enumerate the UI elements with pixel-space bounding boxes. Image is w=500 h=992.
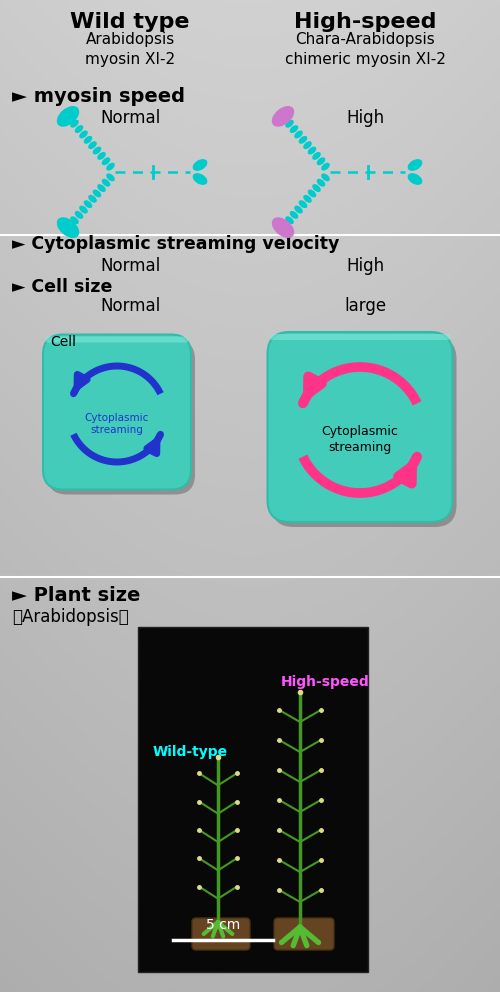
Ellipse shape bbox=[84, 200, 92, 208]
Ellipse shape bbox=[321, 174, 330, 182]
Ellipse shape bbox=[298, 136, 308, 144]
Ellipse shape bbox=[57, 217, 79, 238]
Ellipse shape bbox=[192, 159, 208, 171]
Ellipse shape bbox=[92, 189, 102, 197]
Ellipse shape bbox=[88, 194, 97, 202]
FancyBboxPatch shape bbox=[43, 334, 191, 489]
Ellipse shape bbox=[70, 120, 79, 128]
Text: Cytoplasmic
streaming: Cytoplasmic streaming bbox=[85, 413, 149, 435]
Text: High-speed: High-speed bbox=[280, 675, 370, 689]
Ellipse shape bbox=[97, 152, 106, 160]
FancyBboxPatch shape bbox=[192, 918, 250, 950]
Ellipse shape bbox=[321, 163, 330, 171]
Text: large: large bbox=[344, 297, 386, 315]
Ellipse shape bbox=[285, 120, 294, 128]
Ellipse shape bbox=[316, 179, 326, 186]
Text: High-speed: High-speed bbox=[294, 12, 436, 32]
Text: High: High bbox=[346, 257, 384, 275]
Text: ► Plant size: ► Plant size bbox=[12, 586, 140, 605]
Ellipse shape bbox=[308, 147, 316, 155]
Text: Cell: Cell bbox=[50, 335, 76, 349]
Text: Cytoplasmic
streaming: Cytoplasmic streaming bbox=[322, 426, 398, 454]
Ellipse shape bbox=[303, 141, 312, 149]
FancyBboxPatch shape bbox=[270, 334, 450, 340]
Text: Chara-Arabidopsis
chimeric myosin XI-2: Chara-Arabidopsis chimeric myosin XI-2 bbox=[284, 32, 446, 66]
Ellipse shape bbox=[308, 189, 316, 197]
Ellipse shape bbox=[70, 216, 79, 224]
Ellipse shape bbox=[316, 158, 326, 166]
Text: （Arabidopsis）: （Arabidopsis） bbox=[12, 608, 129, 626]
Ellipse shape bbox=[79, 205, 88, 213]
Text: Wild-type: Wild-type bbox=[152, 745, 228, 759]
Text: 5 cm: 5 cm bbox=[206, 918, 240, 932]
Text: Normal: Normal bbox=[100, 297, 160, 315]
Ellipse shape bbox=[74, 125, 84, 133]
Ellipse shape bbox=[92, 147, 102, 155]
Ellipse shape bbox=[84, 136, 92, 144]
Ellipse shape bbox=[88, 141, 97, 149]
Ellipse shape bbox=[298, 200, 308, 208]
Ellipse shape bbox=[408, 159, 422, 171]
FancyBboxPatch shape bbox=[47, 339, 195, 494]
Text: ► Cytoplasmic streaming velocity: ► Cytoplasmic streaming velocity bbox=[12, 235, 340, 253]
Ellipse shape bbox=[74, 211, 84, 219]
Ellipse shape bbox=[79, 131, 88, 139]
FancyBboxPatch shape bbox=[45, 336, 189, 342]
Ellipse shape bbox=[272, 106, 294, 127]
Text: ► Cell size: ► Cell size bbox=[12, 278, 112, 296]
Ellipse shape bbox=[408, 174, 422, 185]
Ellipse shape bbox=[106, 163, 115, 171]
Ellipse shape bbox=[312, 185, 321, 192]
Ellipse shape bbox=[312, 152, 321, 160]
Ellipse shape bbox=[272, 217, 294, 238]
Ellipse shape bbox=[102, 158, 110, 166]
FancyBboxPatch shape bbox=[268, 332, 452, 522]
Text: Wild type: Wild type bbox=[70, 12, 190, 32]
Text: High: High bbox=[346, 109, 384, 127]
Text: ► myosin speed: ► myosin speed bbox=[12, 87, 185, 106]
Ellipse shape bbox=[285, 216, 294, 224]
Ellipse shape bbox=[57, 106, 79, 127]
FancyBboxPatch shape bbox=[274, 918, 334, 950]
FancyBboxPatch shape bbox=[272, 337, 456, 527]
Ellipse shape bbox=[192, 174, 208, 185]
Text: Arabidopsis
myosin XI-2: Arabidopsis myosin XI-2 bbox=[85, 32, 175, 66]
Ellipse shape bbox=[102, 179, 110, 186]
Ellipse shape bbox=[97, 185, 106, 192]
Ellipse shape bbox=[303, 194, 312, 202]
Ellipse shape bbox=[294, 205, 303, 213]
Text: Normal: Normal bbox=[100, 109, 160, 127]
Ellipse shape bbox=[294, 131, 303, 139]
Ellipse shape bbox=[290, 211, 298, 219]
Ellipse shape bbox=[290, 125, 298, 133]
FancyBboxPatch shape bbox=[138, 627, 368, 972]
Text: Normal: Normal bbox=[100, 257, 160, 275]
Ellipse shape bbox=[106, 174, 115, 182]
